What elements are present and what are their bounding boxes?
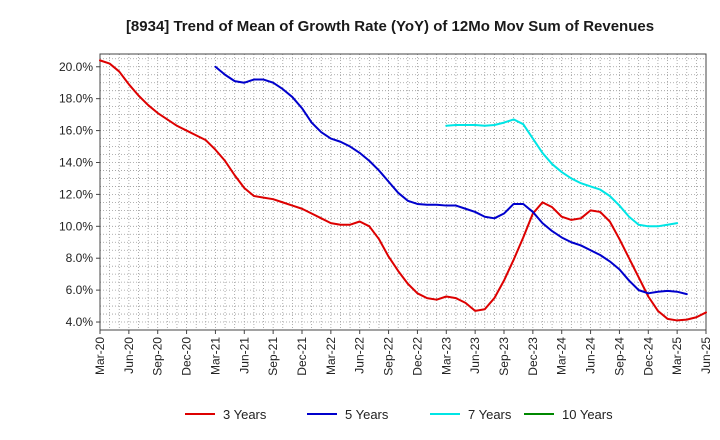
x-tick-label: Mar-20 — [93, 337, 107, 375]
x-tick-label: Dec-22 — [410, 337, 424, 376]
x-tick-label: Dec-24 — [641, 337, 655, 376]
x-tick-label: Mar-21 — [208, 337, 222, 375]
legend-item-7-years: 7 Years — [430, 407, 512, 422]
x-tick-label: Jun-24 — [584, 337, 598, 374]
legend-item-5-years: 5 Years — [307, 407, 389, 422]
y-tick-label: 10.0% — [59, 219, 93, 233]
y-tick-label: 6.0% — [66, 283, 94, 297]
legend-label: 10 Years — [562, 407, 613, 422]
y-tick-label: 16.0% — [59, 124, 93, 138]
x-tick-label: Mar-24 — [555, 337, 569, 375]
x-tick-label: Sep-20 — [151, 337, 165, 376]
x-tick-label: Jun-22 — [353, 337, 367, 374]
x-tick-label: Mar-25 — [670, 337, 684, 375]
x-tick-label: Mar-22 — [324, 337, 338, 375]
legend-label: 7 Years — [468, 407, 512, 422]
plot-area — [99, 53, 707, 331]
series-line-3-years — [99, 59, 707, 322]
y-tick-label: 12.0% — [59, 187, 93, 201]
legend: 3 Years 5 Years 7 Years 10 Years — [185, 407, 613, 422]
series-line-7-years — [445, 118, 679, 228]
x-tick-label: Sep-21 — [266, 337, 280, 376]
x-axis: Mar-20 Jun-20 Sep-20 Dec-20 Mar-21 Jun-21 Sep-… — [93, 330, 713, 376]
y-tick-label: 4.0% — [66, 315, 94, 329]
x-tick-label: Sep-23 — [497, 337, 511, 376]
x-tick-label: Dec-20 — [180, 337, 194, 376]
legend-label: 5 Years — [345, 407, 389, 422]
series-lines — [99, 59, 707, 322]
x-tick-label: Jun-23 — [468, 337, 482, 374]
legend-item-3-years: 3 Years — [185, 407, 267, 422]
y-tick-label: 14.0% — [59, 155, 93, 169]
x-tick-label: Jun-21 — [237, 337, 251, 374]
legend-label: 3 Years — [223, 407, 267, 422]
chart-title: [8934] Trend of Mean of Growth Rate (YoY… — [126, 18, 654, 35]
x-tick-label: Sep-24 — [612, 337, 626, 376]
x-tick-label: Mar-23 — [439, 337, 453, 375]
y-axis: 4.0% 6.0% 8.0% 10.0% 12.0% 14.0% 16.0% 18.0% 20.… — [59, 60, 100, 329]
x-tick-label: Sep-22 — [382, 337, 396, 376]
y-tick-label: 20.0% — [59, 60, 93, 74]
legend-item-10-years: 10 Years — [524, 407, 613, 422]
y-tick-label: 18.0% — [59, 92, 93, 106]
x-tick-label: Dec-21 — [295, 337, 309, 376]
x-tick-label: Jun-25 — [699, 337, 713, 374]
x-tick-label: Jun-20 — [122, 337, 136, 374]
x-tick-label: Dec-23 — [526, 337, 540, 376]
grid — [100, 54, 706, 330]
y-tick-label: 8.0% — [66, 251, 94, 265]
series-line-5-years — [214, 65, 688, 296]
